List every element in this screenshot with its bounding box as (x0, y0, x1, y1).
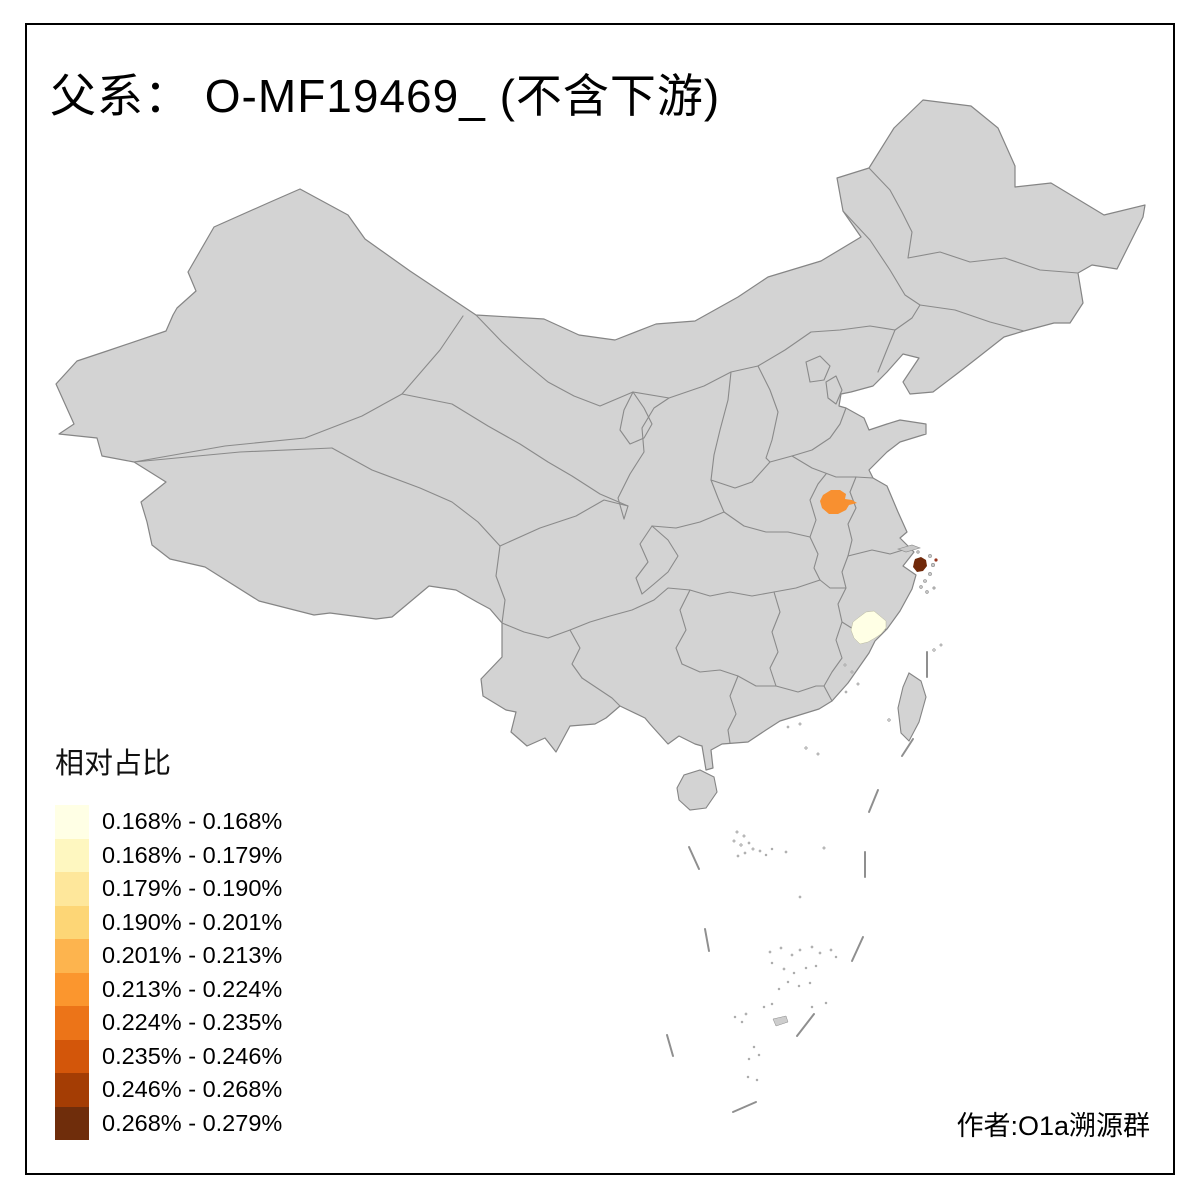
legend-swatch (55, 1106, 89, 1140)
legend-swatch (55, 1073, 89, 1107)
legend-range-label: 0.268% - 0.279% (102, 1109, 283, 1136)
legend-row: 0.213% - 0.224% (55, 972, 283, 1006)
legend-row: 0.224% - 0.235% (55, 1006, 282, 1040)
nine-dash-line (666, 651, 928, 1113)
south-china-sea-islands (732, 830, 838, 1082)
taiwan-island (897, 672, 927, 742)
legend-swatch (55, 1039, 89, 1073)
hainan-island (676, 769, 718, 811)
legend-range-label: 0.190% - 0.201% (102, 908, 283, 935)
legend-swatch (55, 905, 89, 939)
legend-range-label: 0.224% - 0.235% (102, 1009, 283, 1036)
author-credit: 作者:O1a溯源群 (956, 1111, 1150, 1141)
region-shanghai-dark (913, 557, 927, 572)
legend-range-label: 0.201% - 0.213% (102, 942, 283, 969)
estuary-islands (897, 544, 936, 594)
legend-row: 0.268% - 0.279% (55, 1106, 283, 1140)
region-central-anhui-orange (820, 490, 857, 514)
legend-range-label: 0.235% - 0.246% (102, 1042, 283, 1069)
legend-swatch (55, 972, 89, 1006)
region-shanghai-dot (934, 558, 938, 562)
legend-swatch (55, 872, 89, 906)
legend-row: 0.235% - 0.246% (55, 1039, 283, 1073)
legend-title: 相对占比 (55, 748, 172, 780)
legend-range-label: 0.246% - 0.268% (102, 1076, 283, 1103)
legend-swatch (55, 1006, 89, 1040)
china-mainland (55, 99, 1146, 771)
legend-row: 0.168% - 0.179% (55, 838, 283, 872)
coastal-islets (786, 643, 943, 756)
legend-range-label: 0.179% - 0.190% (102, 875, 283, 902)
legend-range-label: 0.168% - 0.179% (102, 841, 283, 868)
legend-range-label: 0.168% - 0.168% (102, 808, 283, 835)
region-southeast-coast-pale (850, 610, 887, 645)
chongming-island (897, 544, 921, 553)
map-title: 父系： O-MF19469_ (不含下游) (50, 70, 721, 122)
legend-swatch (55, 939, 89, 973)
legend-row: 0.168% - 0.168% (55, 805, 282, 839)
plot-frame (25, 23, 1175, 1175)
legend-row: 0.179% - 0.190% (55, 872, 282, 906)
legend-row: 0.190% - 0.201% (55, 905, 283, 939)
legend: 相对占比 0.168% - 0.168% 0.168% - 0.179% 0.1… (55, 750, 282, 1140)
legend-swatch (55, 805, 89, 839)
legend-row: 0.246% - 0.268% (55, 1073, 282, 1107)
legend-row: 0.201% - 0.213% (55, 939, 282, 973)
legend-range-label: 0.213% - 0.224% (102, 975, 283, 1002)
province-borders (133, 167, 1079, 744)
legend-swatch (55, 838, 89, 872)
